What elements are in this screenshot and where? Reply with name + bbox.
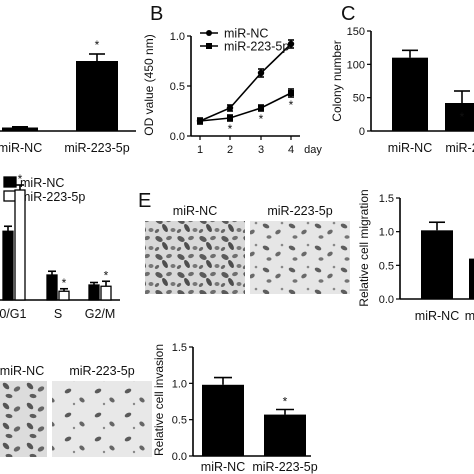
panel-b-point-circle (226, 104, 234, 112)
panel-d-bar (100, 285, 112, 301)
panel-b-x-tick-label: 3 (258, 144, 264, 156)
micrograph-invasion-mir-223-5p (52, 381, 152, 457)
panel-d-significance: * (62, 276, 67, 290)
panel-e-y-tick-label: 0.0 (379, 294, 394, 306)
panel-b-point-square (258, 105, 264, 111)
panel-b-point-circle (257, 69, 265, 77)
panel-b-y-label: OD value (450 nm) (142, 34, 156, 135)
panel-c-bar-1 (445, 103, 474, 131)
panel-e-bar-1 (469, 258, 474, 299)
panel-e-x-label: m (465, 309, 474, 323)
panel-c-significance: * (460, 110, 465, 124)
panel-b-y-tick-label: 0.0 (170, 131, 185, 143)
panel-f-significance: * (283, 394, 288, 408)
panel-a-bar-1 (76, 61, 118, 131)
panel-c-y-tick-label: 50 (353, 93, 365, 105)
panel-a-significance: * (95, 38, 100, 52)
panel-c-y-tick-label: 0 (359, 126, 365, 138)
panel-a-x-label: miR-NC (0, 141, 42, 155)
panel-a-bar-0 (2, 127, 38, 131)
panel-c-y-label: Colony number (330, 40, 344, 121)
panel-d-significance: * (104, 268, 109, 282)
panel-d-x-label: S (54, 307, 62, 321)
panel-b-significance: * (228, 122, 233, 136)
panel-b-significance: * (259, 112, 264, 126)
micrograph-invasion-mir-nc (0, 381, 47, 457)
panel-f-x-label: miR-223-5p (252, 460, 317, 474)
panel-e-y-label: Relative cell migration (357, 189, 371, 306)
panel-b-x-tick-label: 1 (197, 144, 203, 156)
panel-d-significance: * (18, 172, 23, 186)
panel-b-significance: * (289, 98, 294, 112)
panel-b-legend-label: miR-223-5p (224, 40, 289, 54)
panel-d-bar (46, 274, 58, 301)
panel-letter-e: E (138, 190, 151, 212)
micrograph-label-f-nc: miR-NC (0, 364, 44, 378)
panel-a-x-label: miR-223-5p (64, 141, 129, 155)
micrograph-migration-mir-223-5p (250, 221, 350, 294)
panel-b-series-line-1 (199, 92, 292, 122)
panel-d-legend-swatch (3, 176, 17, 188)
panel-e-bar-0 (421, 230, 453, 299)
panel-letter-b: B (150, 3, 163, 25)
panel-c-x-label: miR-NC (388, 141, 432, 155)
panel-b-point-square (227, 115, 233, 121)
panel-letter-c: C (341, 3, 355, 25)
panel-b-point-square (197, 118, 203, 124)
panel-f-bar-0 (202, 384, 244, 456)
micrograph-label-e-223: miR-223-5p (267, 204, 332, 218)
charts-layer: miR-NC miR-223-5p*0.00.51.0OD value (450 … (0, 26, 474, 474)
panel-c-y-tick-label: 100 (347, 59, 365, 71)
panel-d-bar (88, 284, 100, 301)
panel-d-legend-label: miR-NC (20, 176, 64, 190)
panel-d-legend-swatch (3, 190, 17, 202)
panel-d-bar (14, 189, 26, 301)
panel-b-x-unit: day (304, 144, 322, 156)
panel-e-y-tick-label: 0.5 (379, 260, 394, 272)
panel-b-legend-marker (206, 43, 212, 49)
panel-f-y-tick-label: 1.5 (172, 342, 187, 354)
panel-f-x-label: miR-NC (201, 460, 245, 474)
panel-f-y-label: Relative cell invasion (152, 344, 166, 456)
panel-f-y-tick-label: 0.0 (172, 451, 187, 463)
panel-d-bar (2, 230, 14, 301)
panel-b-point-square (288, 90, 294, 96)
panel-e-x-label: miR-NC (415, 309, 459, 323)
panel-e-y-tick-label: 1.0 (379, 227, 394, 239)
panel-f-bar-1 (264, 414, 306, 456)
panel-d-x-label: G0/G1 (0, 307, 26, 321)
panel-c-x-label: miR-2 (445, 141, 474, 155)
panel-b-series-line-0 (199, 43, 292, 122)
panel-b-x-tick-label: 4 (288, 144, 294, 156)
panel-d-legend-label: miR-223-5p (20, 190, 85, 204)
micrograph-migration-mir-nc (145, 221, 245, 294)
panel-d-bar (58, 290, 70, 301)
panel-c-y-tick-label: 150 (347, 26, 365, 38)
panel-e-y-tick-label: 1.5 (379, 193, 394, 205)
micrograph-label-e-nc: miR-NC (173, 204, 217, 218)
panel-d-x-label: G2/M (85, 307, 116, 321)
micrograph-label-f-223: miR-223-5p (69, 364, 134, 378)
panel-b-legend-marker (206, 30, 212, 36)
panel-f-y-tick-label: 1.0 (172, 378, 187, 390)
panel-b-x-tick-label: 2 (227, 144, 233, 156)
panel-c-bar-0 (392, 57, 428, 131)
panel-b-point-circle (287, 40, 295, 48)
panel-b-legend-label: miR-NC (224, 27, 268, 41)
panel-b-y-tick-label: 1.0 (170, 31, 185, 43)
panel-b-y-tick-label: 0.5 (170, 81, 185, 93)
panel-f-y-tick-label: 0.5 (172, 415, 187, 427)
